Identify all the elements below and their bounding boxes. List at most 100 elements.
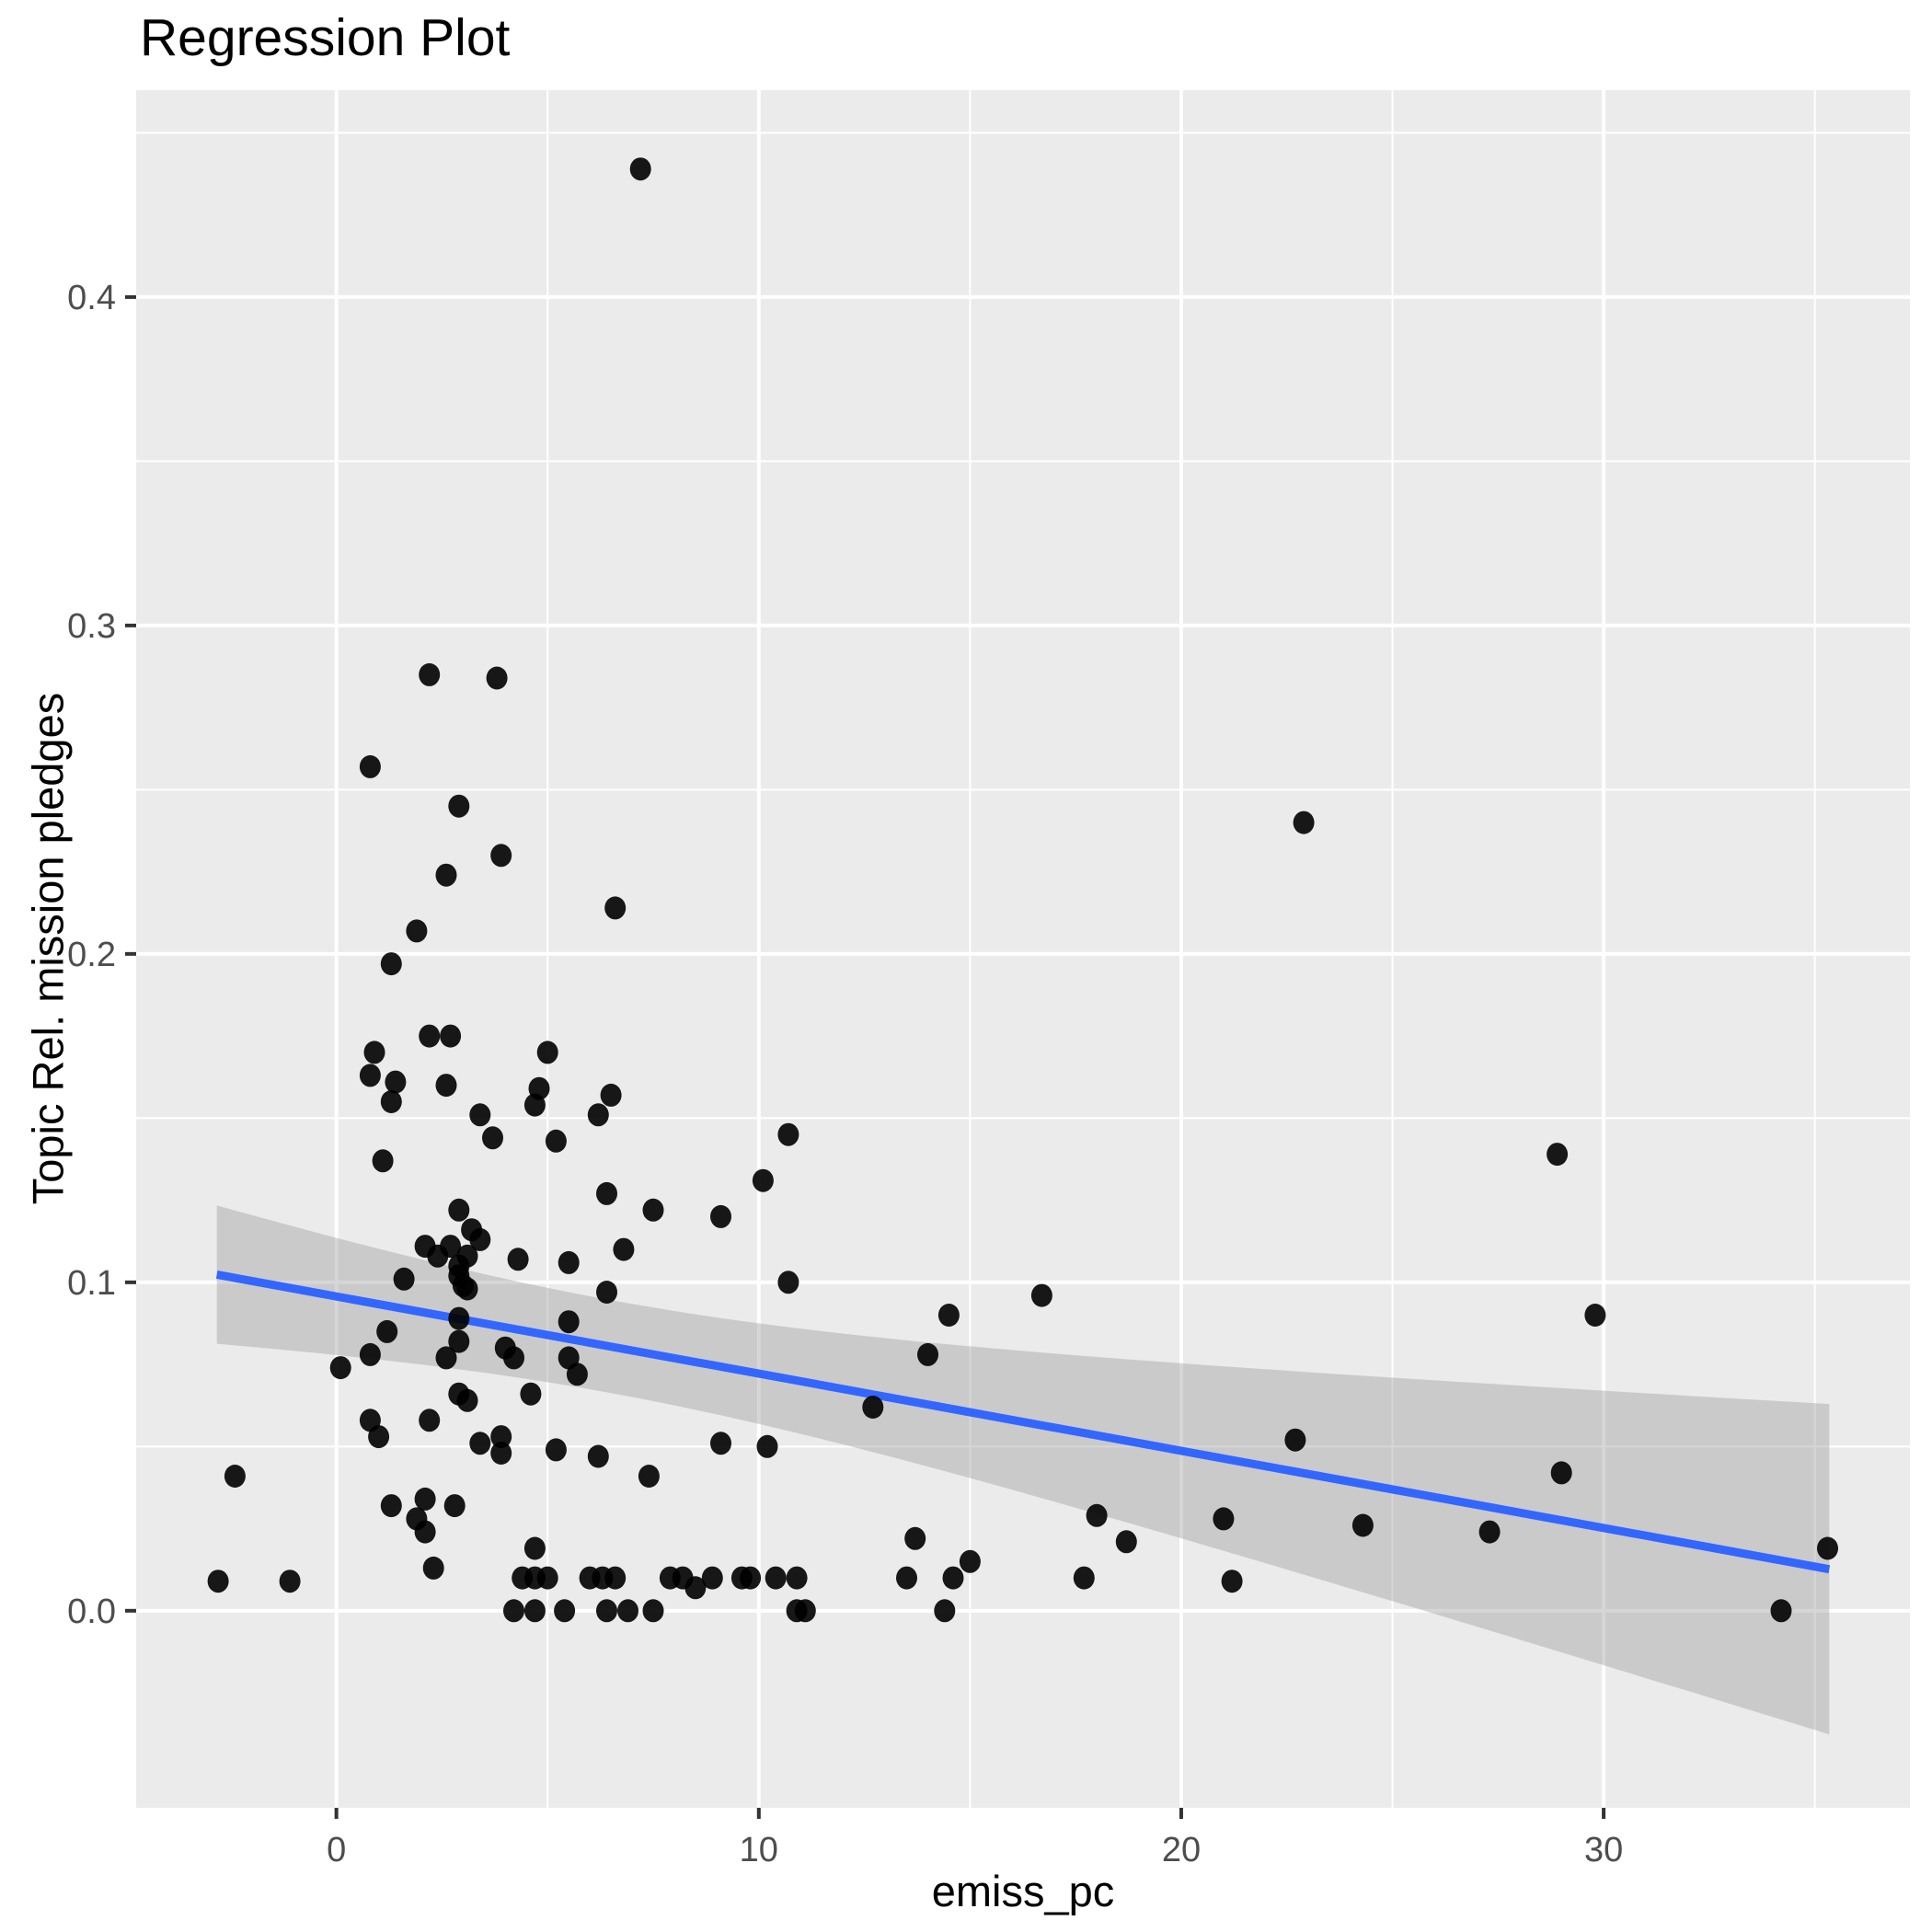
y-tick-label: 0.2 (67, 936, 116, 974)
data-point (435, 1074, 457, 1098)
data-point (1770, 1599, 1792, 1623)
data-point (596, 1181, 617, 1205)
y-tick-label: 0.4 (67, 279, 116, 317)
confidence-band (216, 1205, 1830, 1735)
data-point (520, 1382, 542, 1406)
data-point (414, 1487, 436, 1511)
data-point (1115, 1530, 1137, 1554)
data-point (554, 1599, 576, 1623)
data-point (207, 1570, 229, 1593)
data-point (523, 1093, 546, 1117)
data-point (523, 1599, 546, 1623)
plot-panel (136, 90, 1910, 1808)
data-point (862, 1396, 884, 1419)
data-point (376, 1319, 398, 1343)
data-point (419, 1409, 441, 1432)
data-point (419, 1024, 441, 1048)
data-point (448, 1306, 470, 1330)
data-point (440, 1024, 462, 1048)
data-point (600, 1083, 622, 1107)
data-point (1351, 1513, 1374, 1537)
data-point (422, 1556, 444, 1580)
data-point (1213, 1507, 1235, 1531)
data-point (1293, 811, 1315, 834)
x-axis-title: emiss_pc (931, 1867, 1115, 1915)
data-point (1817, 1536, 1838, 1560)
data-point (536, 1566, 558, 1590)
data-point (380, 1494, 402, 1518)
data-point (587, 1103, 609, 1127)
data-point (1550, 1461, 1572, 1485)
data-point (385, 1070, 407, 1094)
data-point (942, 1566, 964, 1590)
data-point (558, 1250, 580, 1274)
data-point (917, 1342, 938, 1366)
data-point (613, 1237, 635, 1261)
data-point (536, 1041, 558, 1064)
data-point (482, 1126, 503, 1150)
data-point (279, 1570, 301, 1593)
y-tick-label: 0.1 (67, 1264, 116, 1303)
data-point (456, 1388, 478, 1412)
data-point (448, 794, 470, 818)
data-point (503, 1346, 524, 1370)
data-point (1073, 1566, 1095, 1590)
data-point (684, 1576, 707, 1600)
data-point (545, 1129, 567, 1153)
data-point (1284, 1428, 1306, 1452)
data-point (752, 1168, 774, 1192)
data-point (456, 1277, 478, 1301)
data-point (490, 844, 512, 868)
data-point (629, 157, 651, 181)
data-point (896, 1566, 917, 1590)
data-point (469, 1103, 491, 1127)
data-point (435, 863, 457, 887)
data-point (359, 754, 381, 778)
data-point (740, 1566, 762, 1590)
data-point (545, 1438, 567, 1462)
data-point (443, 1494, 466, 1518)
data-point (1478, 1520, 1501, 1544)
data-point (435, 1346, 457, 1370)
data-point (710, 1432, 731, 1455)
data-point (490, 1425, 512, 1449)
data-point (558, 1310, 580, 1334)
data-point (756, 1434, 778, 1458)
data-point (503, 1599, 524, 1623)
data-point (469, 1432, 491, 1455)
data-point (710, 1204, 731, 1228)
data-point (486, 666, 508, 690)
data-point (617, 1599, 638, 1623)
y-axis-title-text: Topic Rel. mission pledges (23, 692, 73, 1205)
data-point (786, 1566, 808, 1590)
data-point (329, 1356, 351, 1380)
data-point (596, 1599, 617, 1623)
data-point (566, 1363, 588, 1386)
data-point (406, 919, 428, 943)
data-point (794, 1599, 816, 1623)
plot-title: Regression Plot (140, 8, 511, 67)
data-point (596, 1281, 617, 1304)
data-point (777, 1122, 799, 1146)
data-point (359, 1064, 381, 1087)
data-point (440, 1235, 462, 1259)
data-point (604, 1566, 627, 1590)
data-point (604, 896, 627, 920)
data-point (934, 1599, 956, 1623)
data-point (414, 1520, 436, 1544)
data-point (959, 1549, 981, 1573)
data-point (363, 1041, 385, 1064)
data-point (380, 1090, 402, 1113)
x-tick-label: 0 (327, 1831, 346, 1869)
data-point (937, 1304, 960, 1327)
x-tick-label: 20 (1162, 1831, 1201, 1869)
data-point (1030, 1283, 1052, 1307)
data-point (419, 662, 441, 686)
data-point (368, 1425, 390, 1449)
x-tick-label: 30 (1584, 1831, 1623, 1869)
data-point (372, 1149, 394, 1173)
data-point (642, 1599, 664, 1623)
data-point (448, 1329, 470, 1353)
data-point (777, 1271, 799, 1294)
